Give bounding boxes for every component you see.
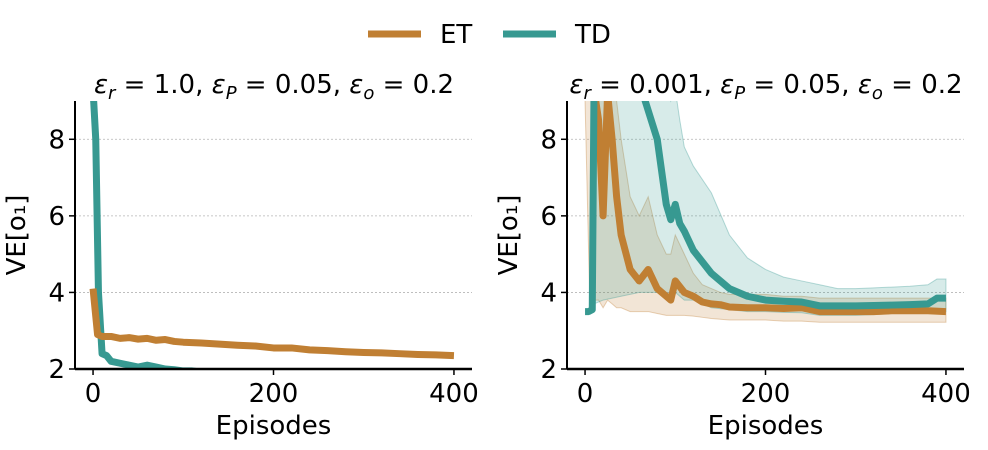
- x-tick-label: 200: [249, 379, 299, 409]
- y-tick-label: 6: [540, 202, 557, 232]
- series-line-et: [89, 288, 455, 360]
- chart-panel-left: 2 4 6 8 0 200 400 Episodes VE[o₁] εr = 1.0, εP = …: [2, 70, 479, 441]
- x-axis-label: Episodes: [708, 411, 824, 441]
- y-tick-label: 4: [48, 278, 65, 308]
- legend-label-et: ET: [440, 20, 472, 50]
- y-axis-label: VE[o₁]: [2, 195, 32, 276]
- y-axis-label: VE[o₁]: [494, 195, 524, 276]
- y-tick-label: 6: [48, 202, 65, 232]
- y-tick-label: 8: [540, 125, 557, 155]
- y-tick-label: 4: [540, 278, 557, 308]
- chart-title: εr = 0.001, εP = 0.05, εo = 0.2: [569, 70, 962, 104]
- legend: ET TD: [368, 20, 611, 50]
- series-line-td: [585, 101, 946, 316]
- x-tick-label: 200: [741, 379, 791, 409]
- plot-area: [584, 101, 947, 323]
- y-tick-label: 2: [540, 355, 557, 385]
- plot-area: [89, 101, 455, 369]
- x-tick-label: 0: [577, 379, 594, 409]
- y-tick-label: 2: [48, 355, 65, 385]
- x-tick-label: 400: [921, 379, 971, 409]
- y-tick-label: 8: [48, 125, 65, 155]
- series-line-td: [90, 101, 216, 369]
- series-line-et: [592, 101, 947, 316]
- chart-title: εr = 1.0, εP = 0.05, εo = 0.2: [94, 70, 454, 104]
- x-tick-label: 400: [429, 379, 479, 409]
- chart-panel-right: 2 4 6 8 0 200 400 Episodes VE[o₁] εr = 0.001, εP …: [494, 70, 971, 441]
- x-tick-label: 0: [85, 379, 102, 409]
- band-et: [584, 101, 947, 323]
- legend-label-td: TD: [574, 20, 611, 50]
- x-axis-label: Episodes: [216, 411, 332, 441]
